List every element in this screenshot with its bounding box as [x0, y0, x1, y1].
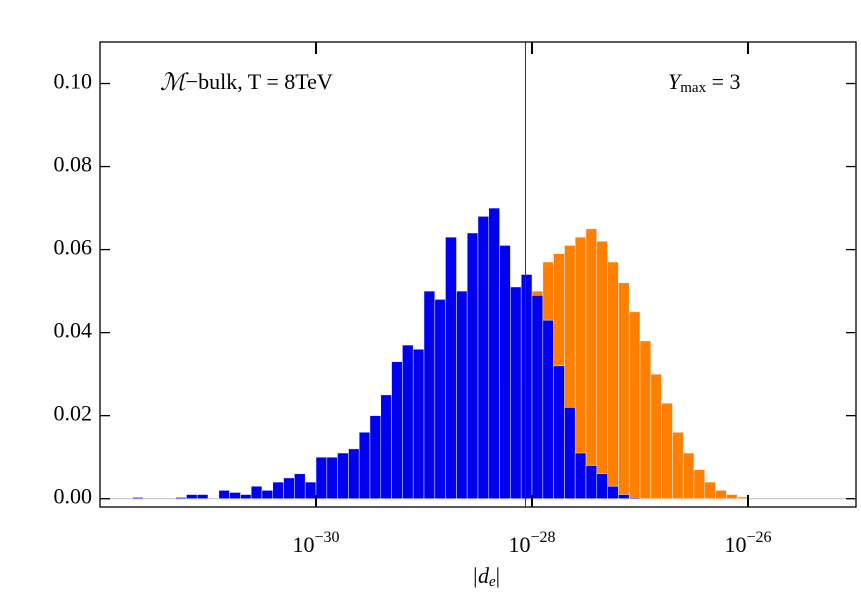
bar — [628, 497, 641, 499]
x-tick-label: 10−28 — [508, 529, 555, 557]
bar — [661, 402, 673, 499]
bar — [704, 481, 716, 499]
y-tick-label: 0.08 — [54, 152, 93, 177]
bar — [196, 494, 209, 499]
y-tick-label: 0.02 — [54, 401, 93, 426]
bar — [585, 228, 598, 499]
bar — [250, 485, 263, 499]
bar — [531, 295, 544, 499]
bar — [650, 373, 662, 499]
bar — [639, 340, 652, 499]
bar — [456, 290, 468, 499]
bar — [564, 407, 576, 499]
y-tick-label: 0.04 — [54, 318, 93, 343]
bar — [348, 448, 360, 499]
bar — [520, 274, 533, 499]
bars — [100, 207, 856, 500]
bar — [272, 481, 284, 499]
bar — [736, 496, 749, 499]
bar — [618, 282, 630, 499]
bar — [380, 394, 392, 499]
bar — [402, 344, 414, 499]
annotation: ℳ−bulk, T = 8TeV — [160, 69, 333, 95]
bar — [672, 432, 684, 499]
bar — [466, 232, 479, 499]
bar — [294, 473, 306, 499]
bar — [218, 490, 230, 499]
y-tick-label: 0.00 — [54, 484, 93, 509]
bar — [304, 481, 317, 499]
bar — [553, 365, 565, 499]
bar — [283, 477, 295, 499]
y-tick-label: 0.10 — [54, 69, 93, 94]
bar — [175, 497, 187, 499]
bar — [682, 452, 695, 499]
bar — [240, 494, 252, 499]
bar — [315, 456, 328, 499]
bar — [391, 361, 403, 499]
bar — [628, 311, 641, 499]
bar — [369, 415, 382, 499]
bar — [337, 452, 349, 499]
bar — [261, 490, 274, 499]
bar — [326, 456, 338, 499]
bar — [726, 494, 738, 499]
bar — [358, 432, 371, 499]
x-tick-label: 10−26 — [724, 529, 771, 557]
bar — [693, 469, 706, 499]
bar — [477, 216, 490, 499]
annotation: Ymax = 3 — [668, 69, 741, 96]
bar — [510, 286, 522, 499]
bar — [132, 497, 144, 499]
bar — [607, 261, 619, 499]
bar — [434, 299, 446, 499]
bar — [596, 241, 608, 499]
y-tick-label: 0.06 — [54, 235, 93, 260]
bar — [488, 207, 500, 499]
bar — [715, 490, 727, 499]
bar — [445, 236, 457, 499]
bar — [412, 348, 425, 499]
bar — [585, 465, 598, 499]
bar — [229, 492, 241, 499]
bar — [596, 473, 608, 499]
x-tick-label: 10−30 — [292, 529, 339, 557]
bar — [574, 452, 587, 499]
plot-frame — [99, 41, 857, 508]
bar — [542, 319, 554, 499]
x-axis-label: |de| — [472, 563, 500, 590]
bar — [186, 494, 198, 499]
bar — [618, 494, 630, 499]
bar — [423, 290, 436, 499]
bar — [499, 245, 511, 499]
bar — [607, 485, 619, 499]
